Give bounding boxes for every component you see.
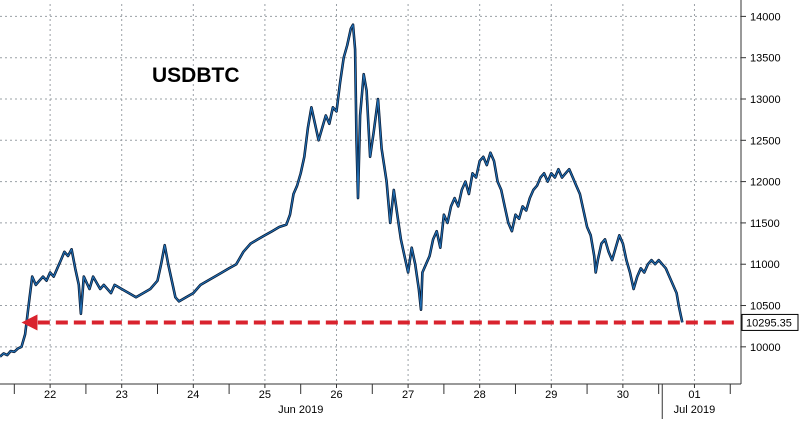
series-layer [0, 23, 684, 358]
x-tick-label: 22 [44, 389, 56, 401]
grid [0, 4, 741, 384]
x-tick-label: 29 [545, 389, 557, 401]
y-tick-label: 11000 [750, 259, 780, 271]
x-tick-label: 23 [116, 389, 128, 401]
x-tick-label: 27 [402, 389, 414, 401]
y-tick-label: 12000 [750, 177, 781, 189]
y-tick-label: 14000 [750, 11, 781, 23]
last-value-box [741, 313, 799, 331]
x-tick-label: 01 [688, 389, 700, 401]
last-value-label: 10295.35 [746, 317, 792, 329]
x-tick-label: 28 [474, 389, 486, 401]
y-tick-label: 11500 [750, 218, 780, 230]
chart-title: USDBTC [152, 64, 240, 87]
axes: 10000 10500 11000 11500 12000 12500 13000 13500… [0, 0, 781, 419]
x-tick-label: 30 [617, 389, 629, 401]
price-line [0, 24, 683, 358]
month-label: Jul 2019 [674, 404, 716, 416]
month-label: Jun 2019 [278, 404, 323, 416]
x-tick-label: 25 [259, 389, 271, 401]
x-tick-label: 26 [330, 389, 342, 401]
y-tick-label: 13000 [750, 94, 781, 106]
y-tick-label: 12500 [750, 135, 781, 147]
x-tick-label: 24 [187, 389, 199, 401]
y-tick-label: 13500 [750, 53, 781, 65]
y-tick-label: 10000 [750, 342, 781, 354]
y-tick-label: 10500 [750, 301, 781, 313]
overlay-layer: 10295.35 [21, 313, 799, 331]
